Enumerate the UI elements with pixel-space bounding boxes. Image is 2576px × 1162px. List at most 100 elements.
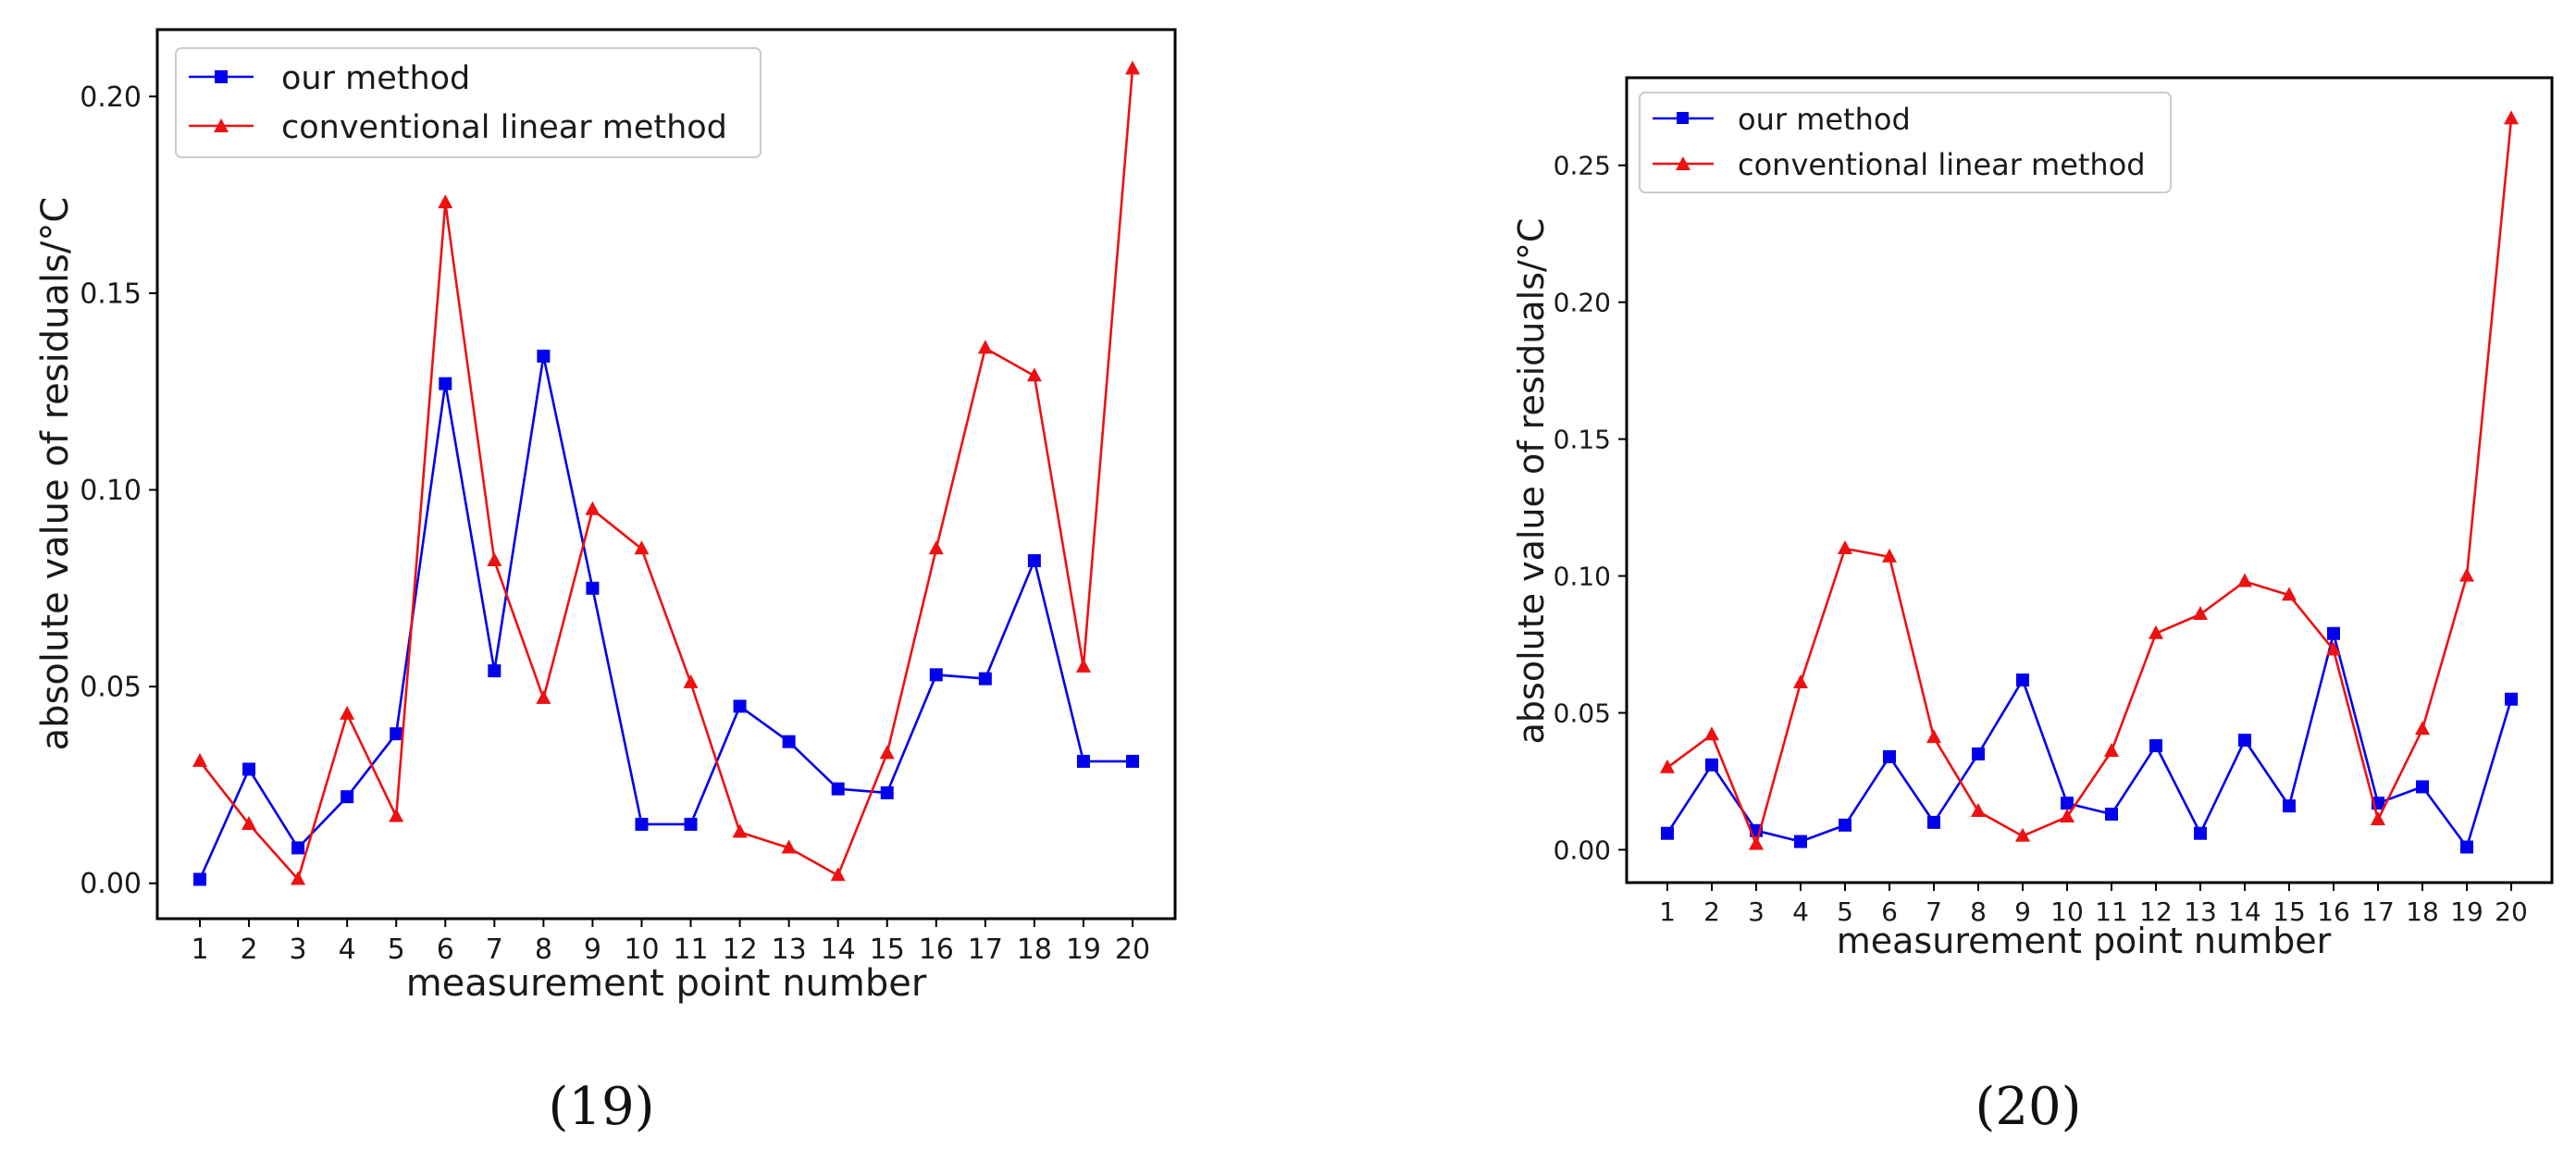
data-point-triangle (2371, 810, 2385, 825)
x-tick-label: 12 (2139, 896, 2173, 927)
x-tick-label: 1 (191, 933, 208, 966)
x-tick-label: 20 (1115, 933, 1150, 966)
data-point-triangle (1075, 658, 1091, 673)
data-point-triangle (2104, 742, 2119, 757)
x-tick-label: 3 (290, 933, 307, 966)
legend: our method conventional linear method (1639, 92, 2172, 193)
y-axis-label: absolute value of residuals/°C (1511, 218, 1552, 745)
data-point-triangle (1882, 548, 1897, 562)
x-tick-label: 4 (1792, 896, 1809, 927)
x-tick-label: 20 (2495, 896, 2528, 927)
data-point-triangle (2282, 587, 2297, 601)
data-point-square (2416, 780, 2429, 794)
data-point-triangle (879, 745, 895, 760)
data-point-triangle (2193, 606, 2208, 620)
x-tick-label: 9 (584, 933, 601, 966)
data-point-square (733, 699, 747, 713)
legend-label-our-method: our method (281, 60, 470, 97)
data-point-square (2194, 826, 2207, 840)
y-tick-label: 0.25 (1554, 150, 1611, 180)
data-point-square (193, 872, 206, 886)
data-point-triangle (340, 705, 355, 720)
data-point-triangle (1926, 729, 1941, 744)
x-tick-label: 4 (339, 933, 356, 966)
legend-marker-square (215, 70, 228, 83)
x-tick-label: 18 (1017, 933, 1052, 966)
y-tick-label: 0.10 (80, 475, 142, 507)
y-tick-label: 0.10 (1554, 561, 1611, 591)
x-tick-label: 8 (1970, 896, 1987, 927)
data-point-triangle (242, 815, 257, 830)
data-point-triangle (2415, 721, 2430, 736)
series-line (1666, 118, 2513, 846)
data-point-square (684, 817, 698, 831)
legend: our method conventional linear method (175, 47, 762, 158)
data-point-triangle (1971, 803, 1986, 818)
data-point-triangle (487, 552, 502, 567)
data-point-triangle (2149, 624, 2163, 639)
data-point-square (2105, 808, 2118, 822)
data-point-triangle (1793, 674, 1808, 688)
x-axis-label: measurement point number (406, 962, 927, 1005)
data-point-triangle (2504, 110, 2519, 125)
data-point-square (1705, 758, 1718, 772)
data-point-square (635, 817, 649, 831)
data-point-square (2460, 840, 2473, 854)
series-line (198, 354, 1133, 881)
legend-label-conventional: conventional linear method (281, 109, 727, 146)
data-point-square (831, 782, 845, 796)
chart-20: 1 2 3 4 5 6 7 8 9 10 11 12 13 14 15 16 17 18 19 20 0.000.05… (1511, 76, 2554, 1137)
y-tick-label: 0.20 (1554, 287, 1611, 317)
x-tick-label: 3 (1748, 896, 1765, 927)
y-tick-label: 0.20 (80, 81, 142, 114)
x-tick-label: 12 (722, 933, 757, 966)
x-tick-label: 11 (2095, 896, 2128, 927)
x-tick-label: 13 (772, 933, 807, 966)
data-point-triangle (585, 501, 601, 515)
x-tick-label: 19 (1066, 933, 1101, 966)
data-point-square (488, 664, 502, 678)
data-point-triangle (2237, 573, 2252, 587)
x-tick-label: 5 (388, 933, 405, 966)
data-point-square (782, 735, 796, 748)
x-axis-label: measurement point number (1837, 921, 2332, 961)
data-point-triangle (1749, 835, 1764, 850)
x-tick-label: 2 (241, 933, 258, 966)
data-point-square (2238, 734, 2251, 748)
data-point-square (439, 377, 452, 390)
legend-box (1639, 92, 2172, 193)
data-point-square (390, 727, 403, 741)
data-point-square (341, 790, 354, 804)
data-point-square (2016, 674, 2029, 687)
data-point-triangle (1125, 60, 1140, 75)
data-point-triangle (2015, 827, 2030, 842)
y-tick-label: 0.05 (1554, 698, 1611, 728)
x-tick-label: 15 (2273, 896, 2306, 927)
caption-19: (19) (549, 1077, 655, 1137)
legend-label-our-method: our method (1738, 102, 1911, 137)
x-tick-label: 16 (919, 933, 954, 966)
data-point-triangle (634, 540, 650, 555)
data-point-square (1076, 754, 1090, 768)
caption-20: (20) (1975, 1077, 2082, 1137)
legend-box (175, 47, 762, 158)
series-line (198, 68, 1134, 881)
data-point-triangle (1838, 539, 1852, 554)
data-point-triangle (683, 674, 699, 688)
y-tick-label: 0.00 (80, 868, 142, 900)
x-tick-label: 16 (2317, 896, 2350, 927)
x-tick-label: 7 (486, 933, 503, 966)
plot-frame (155, 28, 1177, 921)
data-point-square (1126, 754, 1139, 768)
data-point-square (2061, 797, 2074, 810)
data-point-triangle (781, 839, 797, 854)
x-tick-label: 15 (870, 933, 905, 966)
data-point-square (1661, 826, 1674, 840)
data-point-triangle (1660, 759, 1675, 773)
data-point-square (2149, 739, 2162, 753)
data-point-square (2505, 692, 2518, 706)
x-tick-label: 2 (1703, 896, 1720, 927)
y-tick-label: 0.00 (1554, 834, 1611, 865)
data-point-square (537, 349, 551, 363)
